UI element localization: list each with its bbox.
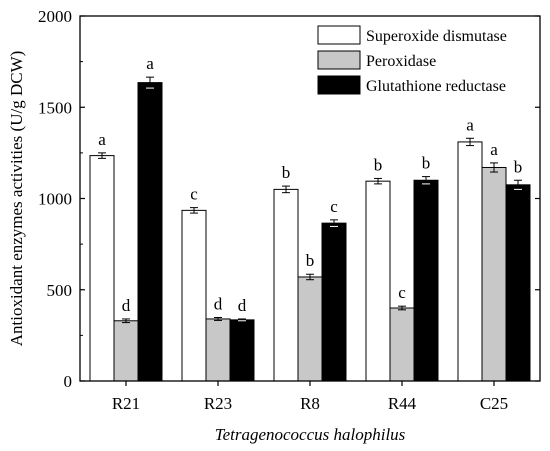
error-bar [214, 316, 222, 321]
bar-r23-superoxide-dismutase [181, 209, 207, 382]
error-bar [422, 176, 430, 185]
y-tick-label: 1500 [38, 98, 72, 117]
significance-label: b [422, 154, 431, 173]
bar-r44-superoxide-dismutase [365, 180, 391, 382]
significance-label: a [98, 130, 106, 149]
significance-label: a [490, 140, 498, 159]
legend: Superoxide dismutase Peroxidase Glutathion… [317, 25, 507, 95]
bar-r8-glutathione-reductase [321, 222, 347, 382]
bars-layer [89, 82, 531, 382]
error-bar [330, 219, 338, 227]
legend-item: Glutathione reductase [317, 75, 506, 95]
legend-label: Glutathione reductase [366, 78, 506, 95]
legend-swatch [317, 50, 361, 70]
significance-label: d [214, 294, 223, 313]
error-bar [122, 318, 130, 324]
error-bar [306, 273, 314, 281]
x-axis-label: Tetragenococcus halophilus [215, 425, 406, 444]
bar-r21-glutathione-reductase [137, 82, 163, 382]
error-bar [466, 137, 474, 147]
significance-label: b [282, 163, 291, 182]
error-bar [98, 152, 106, 159]
x-tick-label: C25 [480, 394, 508, 413]
significance-label: a [146, 54, 154, 73]
significance-label: c [330, 197, 338, 216]
bar-r44-glutathione-reductase [413, 179, 439, 382]
bar-r21-superoxide-dismutase [89, 155, 115, 382]
y-tick-label: 2000 [38, 7, 72, 26]
legend-item: Superoxide dismutase [317, 25, 507, 45]
y-tick-label: 500 [47, 281, 73, 300]
legend-swatch [317, 75, 361, 95]
bar-r8-superoxide-dismutase [273, 188, 299, 382]
bar-c25-peroxidase [481, 166, 507, 382]
significance-label: c [190, 185, 198, 204]
legend-label: Peroxidase [366, 53, 436, 70]
legend-label: Superoxide dismutase [366, 28, 507, 45]
error-bar [146, 76, 154, 89]
error-bar [490, 162, 498, 173]
bar-c25-glutathione-reductase [505, 184, 531, 382]
significance-label: a [466, 115, 474, 134]
bar-r23-peroxidase [205, 318, 231, 382]
bar-c25-superoxide-dismutase [457, 141, 483, 382]
bar-r23-glutathione-reductase [229, 319, 255, 382]
error-bar [190, 207, 198, 214]
significance-label: b [306, 251, 315, 270]
y-axis-label: Antioxidant enzymes activities (U/g DCW) [7, 51, 26, 347]
x-tick-label: R44 [388, 394, 417, 413]
significance-label: c [398, 283, 406, 302]
significance-label: d [238, 296, 247, 315]
error-bars-layer [98, 76, 522, 324]
significance-label: d [122, 296, 131, 315]
legend-swatch [317, 25, 361, 45]
legend-item: Peroxidase [317, 50, 436, 70]
x-tick-label: R8 [300, 394, 320, 413]
y-tick-label: 1000 [38, 190, 72, 209]
error-bar [514, 179, 522, 190]
error-bar [374, 177, 382, 185]
x-tick-label: R21 [112, 394, 140, 413]
significance-label: b [514, 157, 523, 176]
x-tick-label: R23 [204, 394, 232, 413]
bar-r44-peroxidase [389, 307, 415, 382]
bar-r8-peroxidase [297, 276, 323, 382]
y-tick-label: 0 [64, 372, 73, 391]
y-axis: 0 500 1000 1500 2000 [38, 7, 540, 391]
error-bar [398, 305, 406, 311]
error-bar [282, 185, 290, 194]
x-axis: R21 R23 R8 R44 C25 [112, 381, 508, 413]
error-bar [238, 318, 246, 322]
bar-r21-peroxidase [113, 320, 139, 382]
significance-label: b [374, 155, 383, 174]
